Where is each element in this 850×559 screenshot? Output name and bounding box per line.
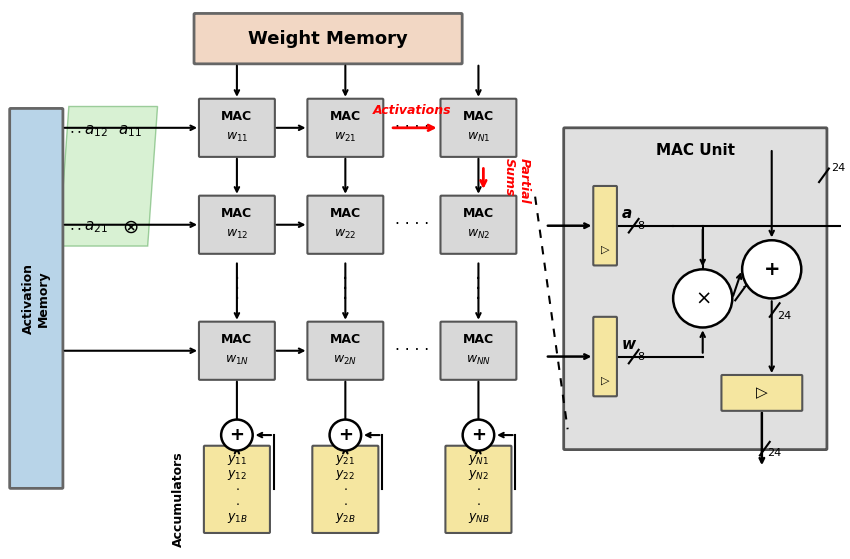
Text: $y_{11}$: $y_{11}$ (227, 453, 246, 467)
Text: 24: 24 (777, 311, 790, 321)
Circle shape (673, 269, 733, 328)
FancyBboxPatch shape (440, 321, 517, 380)
Text: ·: · (343, 290, 348, 309)
Text: ·: · (343, 280, 348, 299)
Circle shape (221, 420, 252, 451)
Text: $w_{22}$: $w_{22}$ (334, 228, 356, 241)
Text: MAC Unit: MAC Unit (656, 143, 734, 158)
Text: $\boldsymbol{w}$: $\boldsymbol{w}$ (620, 337, 637, 352)
Text: $w_{1N}$: $w_{1N}$ (225, 354, 249, 367)
Text: $w_{NN}$: $w_{NN}$ (466, 354, 491, 367)
FancyBboxPatch shape (564, 128, 827, 449)
Text: $\cdot$: $\cdot$ (476, 497, 481, 510)
Text: $\cdot$: $\cdot$ (343, 482, 348, 495)
Text: MAC: MAC (330, 333, 361, 345)
Text: $y_{21}$: $y_{21}$ (336, 453, 355, 467)
Text: $y_{N2}$: $y_{N2}$ (468, 468, 489, 482)
Text: ·: · (234, 271, 240, 290)
Text: ·: · (475, 290, 482, 309)
Text: Partial
Sums: Partial Sums (503, 158, 531, 204)
Text: $\boldsymbol{a_{21}}$: $\boldsymbol{a_{21}}$ (83, 220, 107, 235)
Text: $\cdot$: $\cdot$ (343, 497, 348, 510)
Text: $w_{N2}$: $w_{N2}$ (467, 228, 490, 241)
Text: 8: 8 (638, 352, 645, 362)
Text: $\cdot\cdot$: $\cdot\cdot$ (69, 220, 82, 235)
Text: ·: · (475, 271, 482, 290)
Text: $\boldsymbol{a_{12}}$: $\boldsymbol{a_{12}}$ (83, 123, 107, 139)
Text: $w_{21}$: $w_{21}$ (334, 131, 357, 144)
FancyBboxPatch shape (9, 108, 63, 489)
FancyBboxPatch shape (445, 446, 512, 533)
Text: MAC: MAC (463, 333, 494, 345)
Text: MAC: MAC (330, 207, 361, 220)
FancyBboxPatch shape (199, 321, 275, 380)
Text: MAC: MAC (463, 207, 494, 220)
Text: $y_{N1}$: $y_{N1}$ (468, 453, 489, 467)
Text: · · · ·: · · · · (395, 343, 429, 358)
Text: $y_{2B}$: $y_{2B}$ (335, 511, 355, 525)
Text: ▷: ▷ (601, 376, 609, 386)
Text: $w_{12}$: $w_{12}$ (226, 228, 248, 241)
Text: ·: · (343, 271, 348, 290)
Text: · · · ·: · · · · (395, 120, 429, 135)
Text: MAC: MAC (221, 333, 252, 345)
Text: MAC: MAC (221, 207, 252, 220)
Text: $\times$: $\times$ (694, 289, 711, 308)
Circle shape (330, 420, 361, 451)
Text: $w_{2N}$: $w_{2N}$ (333, 354, 357, 367)
Text: ·: · (234, 290, 240, 309)
Text: 8: 8 (638, 221, 645, 231)
FancyBboxPatch shape (312, 446, 378, 533)
FancyBboxPatch shape (722, 375, 802, 411)
Text: $\cdot$: $\cdot$ (476, 482, 481, 495)
Text: ·: · (234, 280, 240, 299)
Text: $y_{22}$: $y_{22}$ (336, 468, 355, 482)
Text: $\boldsymbol{a}$: $\boldsymbol{a}$ (620, 206, 632, 221)
Text: +: + (763, 260, 780, 279)
FancyBboxPatch shape (440, 99, 517, 157)
FancyBboxPatch shape (308, 196, 383, 254)
FancyBboxPatch shape (440, 196, 517, 254)
Text: $\otimes$: $\otimes$ (122, 218, 139, 237)
Text: $w_{11}$: $w_{11}$ (225, 131, 248, 144)
FancyBboxPatch shape (199, 196, 275, 254)
Text: Activation
Memory: Activation Memory (22, 263, 50, 334)
Text: +: + (230, 426, 245, 444)
Text: Activations: Activations (372, 104, 451, 117)
FancyBboxPatch shape (593, 186, 617, 266)
Text: MAC: MAC (221, 110, 252, 122)
Text: ▷: ▷ (756, 385, 768, 400)
FancyBboxPatch shape (593, 317, 617, 396)
Text: ·: · (475, 280, 482, 299)
Text: MAC: MAC (463, 110, 494, 122)
FancyBboxPatch shape (194, 13, 462, 64)
Text: $\cdot$: $\cdot$ (235, 482, 239, 495)
Text: +: + (471, 426, 486, 444)
Text: · · · ·: · · · · (395, 217, 429, 232)
Text: $\cdot\cdot$: $\cdot\cdot$ (69, 123, 82, 138)
Text: $w_{N1}$: $w_{N1}$ (467, 131, 490, 144)
Text: 24: 24 (767, 448, 781, 458)
FancyBboxPatch shape (308, 321, 383, 380)
Text: Weight Memory: Weight Memory (248, 30, 408, 48)
Text: $y_{12}$: $y_{12}$ (227, 468, 246, 482)
Circle shape (742, 240, 802, 299)
Text: MAC: MAC (330, 110, 361, 122)
Circle shape (462, 420, 494, 451)
Text: 24: 24 (830, 163, 845, 173)
Text: $y_{1B}$: $y_{1B}$ (227, 511, 247, 525)
Text: $\boldsymbol{a_{11}}$: $\boldsymbol{a_{11}}$ (118, 123, 142, 139)
Text: +: + (337, 426, 353, 444)
FancyBboxPatch shape (308, 99, 383, 157)
Text: ▷: ▷ (601, 245, 609, 255)
Text: $y_{NB}$: $y_{NB}$ (468, 511, 490, 525)
FancyBboxPatch shape (204, 446, 270, 533)
Text: $\cdot$: $\cdot$ (235, 497, 239, 510)
Text: Accumulators: Accumulators (172, 451, 184, 547)
Polygon shape (59, 107, 157, 246)
FancyBboxPatch shape (199, 99, 275, 157)
Text: 16: 16 (742, 279, 756, 289)
